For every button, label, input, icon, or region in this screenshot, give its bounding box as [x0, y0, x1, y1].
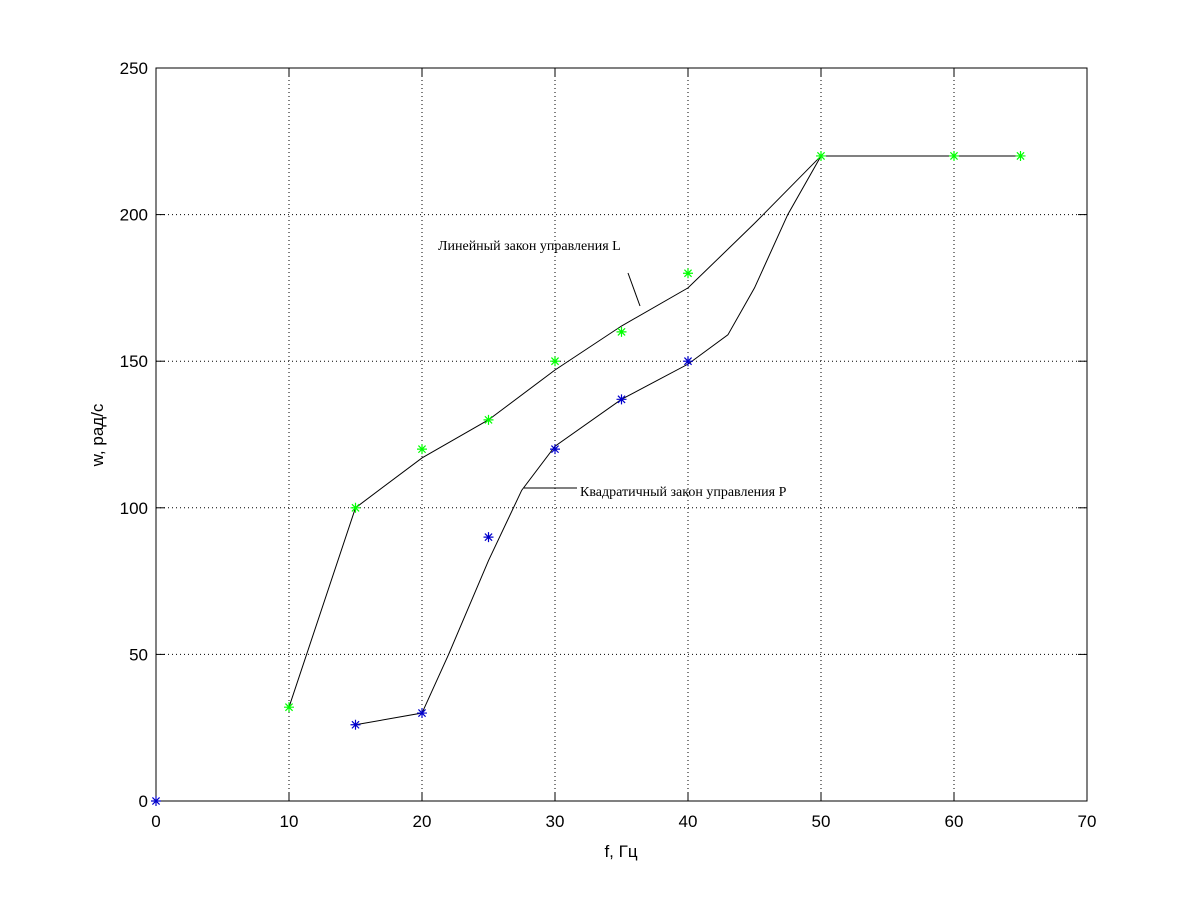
curve [288, 155, 1021, 708]
marker [550, 444, 560, 455]
x-tick-label: 60 [945, 812, 964, 831]
y-tick-label: 150 [120, 352, 148, 371]
marker [949, 150, 959, 161]
x-tick-label: 20 [413, 812, 432, 831]
y-tick-label: 200 [120, 206, 148, 225]
y-tick-label: 100 [120, 499, 148, 518]
x-tick-label: 10 [280, 812, 299, 831]
marker [417, 708, 427, 719]
marker [350, 502, 361, 513]
marker [151, 796, 161, 806]
annotation: Линейный закон управления L [438, 239, 621, 254]
marker [417, 444, 427, 455]
x-tick-label: 40 [679, 812, 698, 831]
marker [616, 326, 627, 337]
annotation-pointer [627, 272, 641, 307]
x-tick-label: 70 [1078, 812, 1097, 831]
marker [483, 532, 494, 543]
plot-frame [155, 67, 1088, 802]
marker [350, 719, 361, 730]
y-tick-label: 250 [120, 59, 148, 78]
marker [683, 356, 693, 367]
marker [683, 268, 693, 279]
x-axis-label: f, Гц [604, 842, 637, 861]
marker [1015, 150, 1026, 161]
x-tick-label: 50 [812, 812, 831, 831]
marker [550, 356, 560, 367]
marker [483, 414, 494, 425]
y-tick-label: 50 [129, 645, 148, 664]
curve [355, 155, 822, 726]
x-tick-label: 30 [546, 812, 565, 831]
marker [284, 702, 294, 713]
annotation: Квадратичный закон управления P [580, 485, 787, 500]
y-axis-label: w, рад/с [88, 403, 107, 467]
marker [616, 394, 627, 405]
x-tick-label: 0 [151, 812, 160, 831]
y-tick-label: 0 [139, 792, 148, 811]
marker [816, 150, 826, 161]
